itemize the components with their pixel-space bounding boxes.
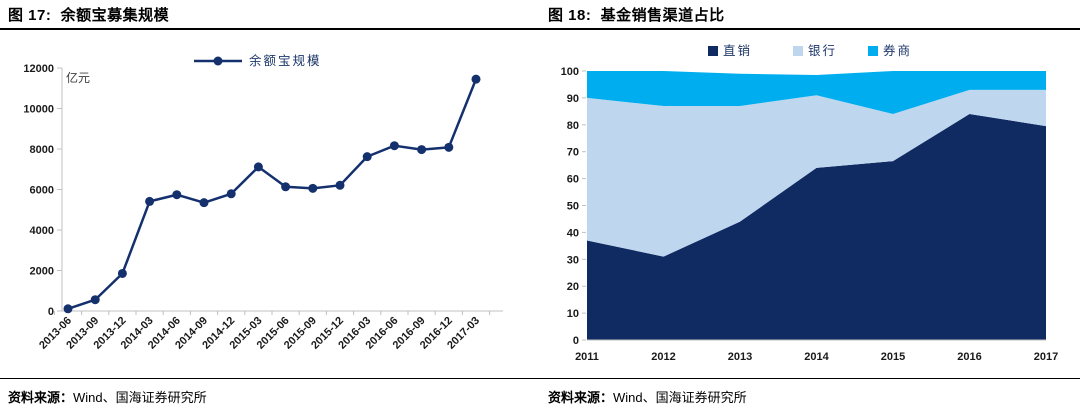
area-券商 [587, 71, 1046, 115]
y-tick-label: 100 [561, 66, 579, 78]
x-tick-label: 2011 [575, 351, 599, 363]
data-point [117, 268, 127, 278]
source-text: Wind、国海证券研究所 [613, 389, 747, 405]
y-tick-label: 2000 [30, 266, 54, 278]
y-tick-label: 4000 [30, 225, 54, 237]
y-tick-label: 60 [567, 174, 579, 186]
legend-dot-marker [213, 56, 223, 66]
area-银行 [587, 89, 1046, 257]
x-tick-label: 2016 [957, 351, 981, 363]
y-tick-label: 12000 [23, 63, 54, 75]
data-point [471, 74, 481, 84]
yuebao-line [67, 78, 478, 310]
y-tick-label: 20 [567, 281, 579, 293]
figure-17-title: 图 17: 余额宝募集规模 [8, 6, 170, 24]
figure-18-title: 图 18: 基金销售渠道占比 [548, 6, 725, 24]
figure-17-source: 资料来源：Wind、国海证券研究所 [0, 387, 207, 406]
x-tick-label: 2014 [804, 351, 829, 363]
channel-stacked-area-chart: 0 10 20 30 40 50 60 70 80 90 100 2011 2012 2013 2014 20… [540, 30, 1080, 378]
line-chart-svg: 0200040006000800010000120002013-062013-0… [23, 53, 503, 352]
source-label: 资料来源： [8, 389, 74, 405]
area-chart-svg: 0 10 20 30 40 50 60 70 80 90 100 2011 2012 2013 2014 20… [561, 43, 1059, 363]
y-tick-label: 0 [48, 306, 54, 318]
y-tick-label: 80 [567, 120, 579, 132]
data-point [90, 295, 100, 305]
legend-swatch-券商 [868, 46, 878, 56]
y-tick-label: 90 [567, 93, 579, 105]
data-point [417, 145, 427, 155]
y-tick-label: 10000 [23, 104, 54, 116]
figure-18-source: 资料来源：Wind、国海证券研究所 [540, 387, 747, 406]
y-tick-label: 50 [567, 201, 579, 213]
figure-18-footer: 资料来源：Wind、国海证券研究所 [540, 378, 1080, 413]
legend-label: 直销 [723, 44, 752, 58]
data-point [389, 141, 399, 151]
figure-17-header: 图 17: 余额宝募集规模 [0, 0, 540, 30]
data-point [199, 198, 209, 208]
data-point [281, 182, 291, 192]
legend-label: 券商 [883, 43, 912, 58]
data-point [253, 162, 263, 172]
yuebao-line-chart: 0 2000 4000 6000 8000 10000 12000 2013-06 2013-0… [0, 30, 540, 378]
legend-swatch-银行 [793, 46, 803, 56]
legend-label: 余额宝规模 [249, 53, 322, 68]
data-point [362, 152, 372, 162]
data-point [226, 189, 236, 199]
source-label: 资料来源： [548, 389, 614, 405]
figure-18-header: 图 18: 基金销售渠道占比 [540, 0, 1080, 30]
data-point [172, 190, 182, 200]
y-tick-label: 30 [567, 254, 579, 266]
y-tick-label: 8000 [30, 144, 54, 156]
y-unit-label: 亿元 [66, 70, 90, 85]
x-tick-label: 2017 [1034, 351, 1058, 363]
x-tick-label: 2015 [881, 351, 905, 363]
data-point [308, 183, 318, 193]
panel-figure-18: 图 18: 基金销售渠道占比 0 10 20 30 40 50 60 70 80 90 100 201… [540, 0, 1080, 415]
area-直销 [587, 114, 1046, 340]
data-point [63, 304, 73, 314]
y-tick-label: 70 [567, 147, 579, 159]
legend-label: 银行 [808, 44, 837, 58]
y-tick-label: 0 [573, 335, 579, 347]
legend-swatch-直销 [708, 46, 718, 56]
x-tick-label: 2012 [651, 351, 675, 363]
x-tick-label: 2013 [728, 351, 752, 363]
data-point [444, 142, 454, 152]
y-tick-label: 10 [567, 308, 579, 320]
y-tick-label: 6000 [30, 185, 54, 197]
source-text: Wind、国海证券研究所 [73, 389, 207, 405]
y-tick-label: 40 [567, 227, 579, 239]
data-point [335, 180, 345, 190]
figure-17-footer: 资料来源：Wind、国海证券研究所 [0, 378, 540, 413]
data-point [145, 196, 155, 206]
panel-figure-17: 图 17: 余额宝募集规模 0 2000 4000 6000 8000 10000 1200… [0, 0, 540, 413]
